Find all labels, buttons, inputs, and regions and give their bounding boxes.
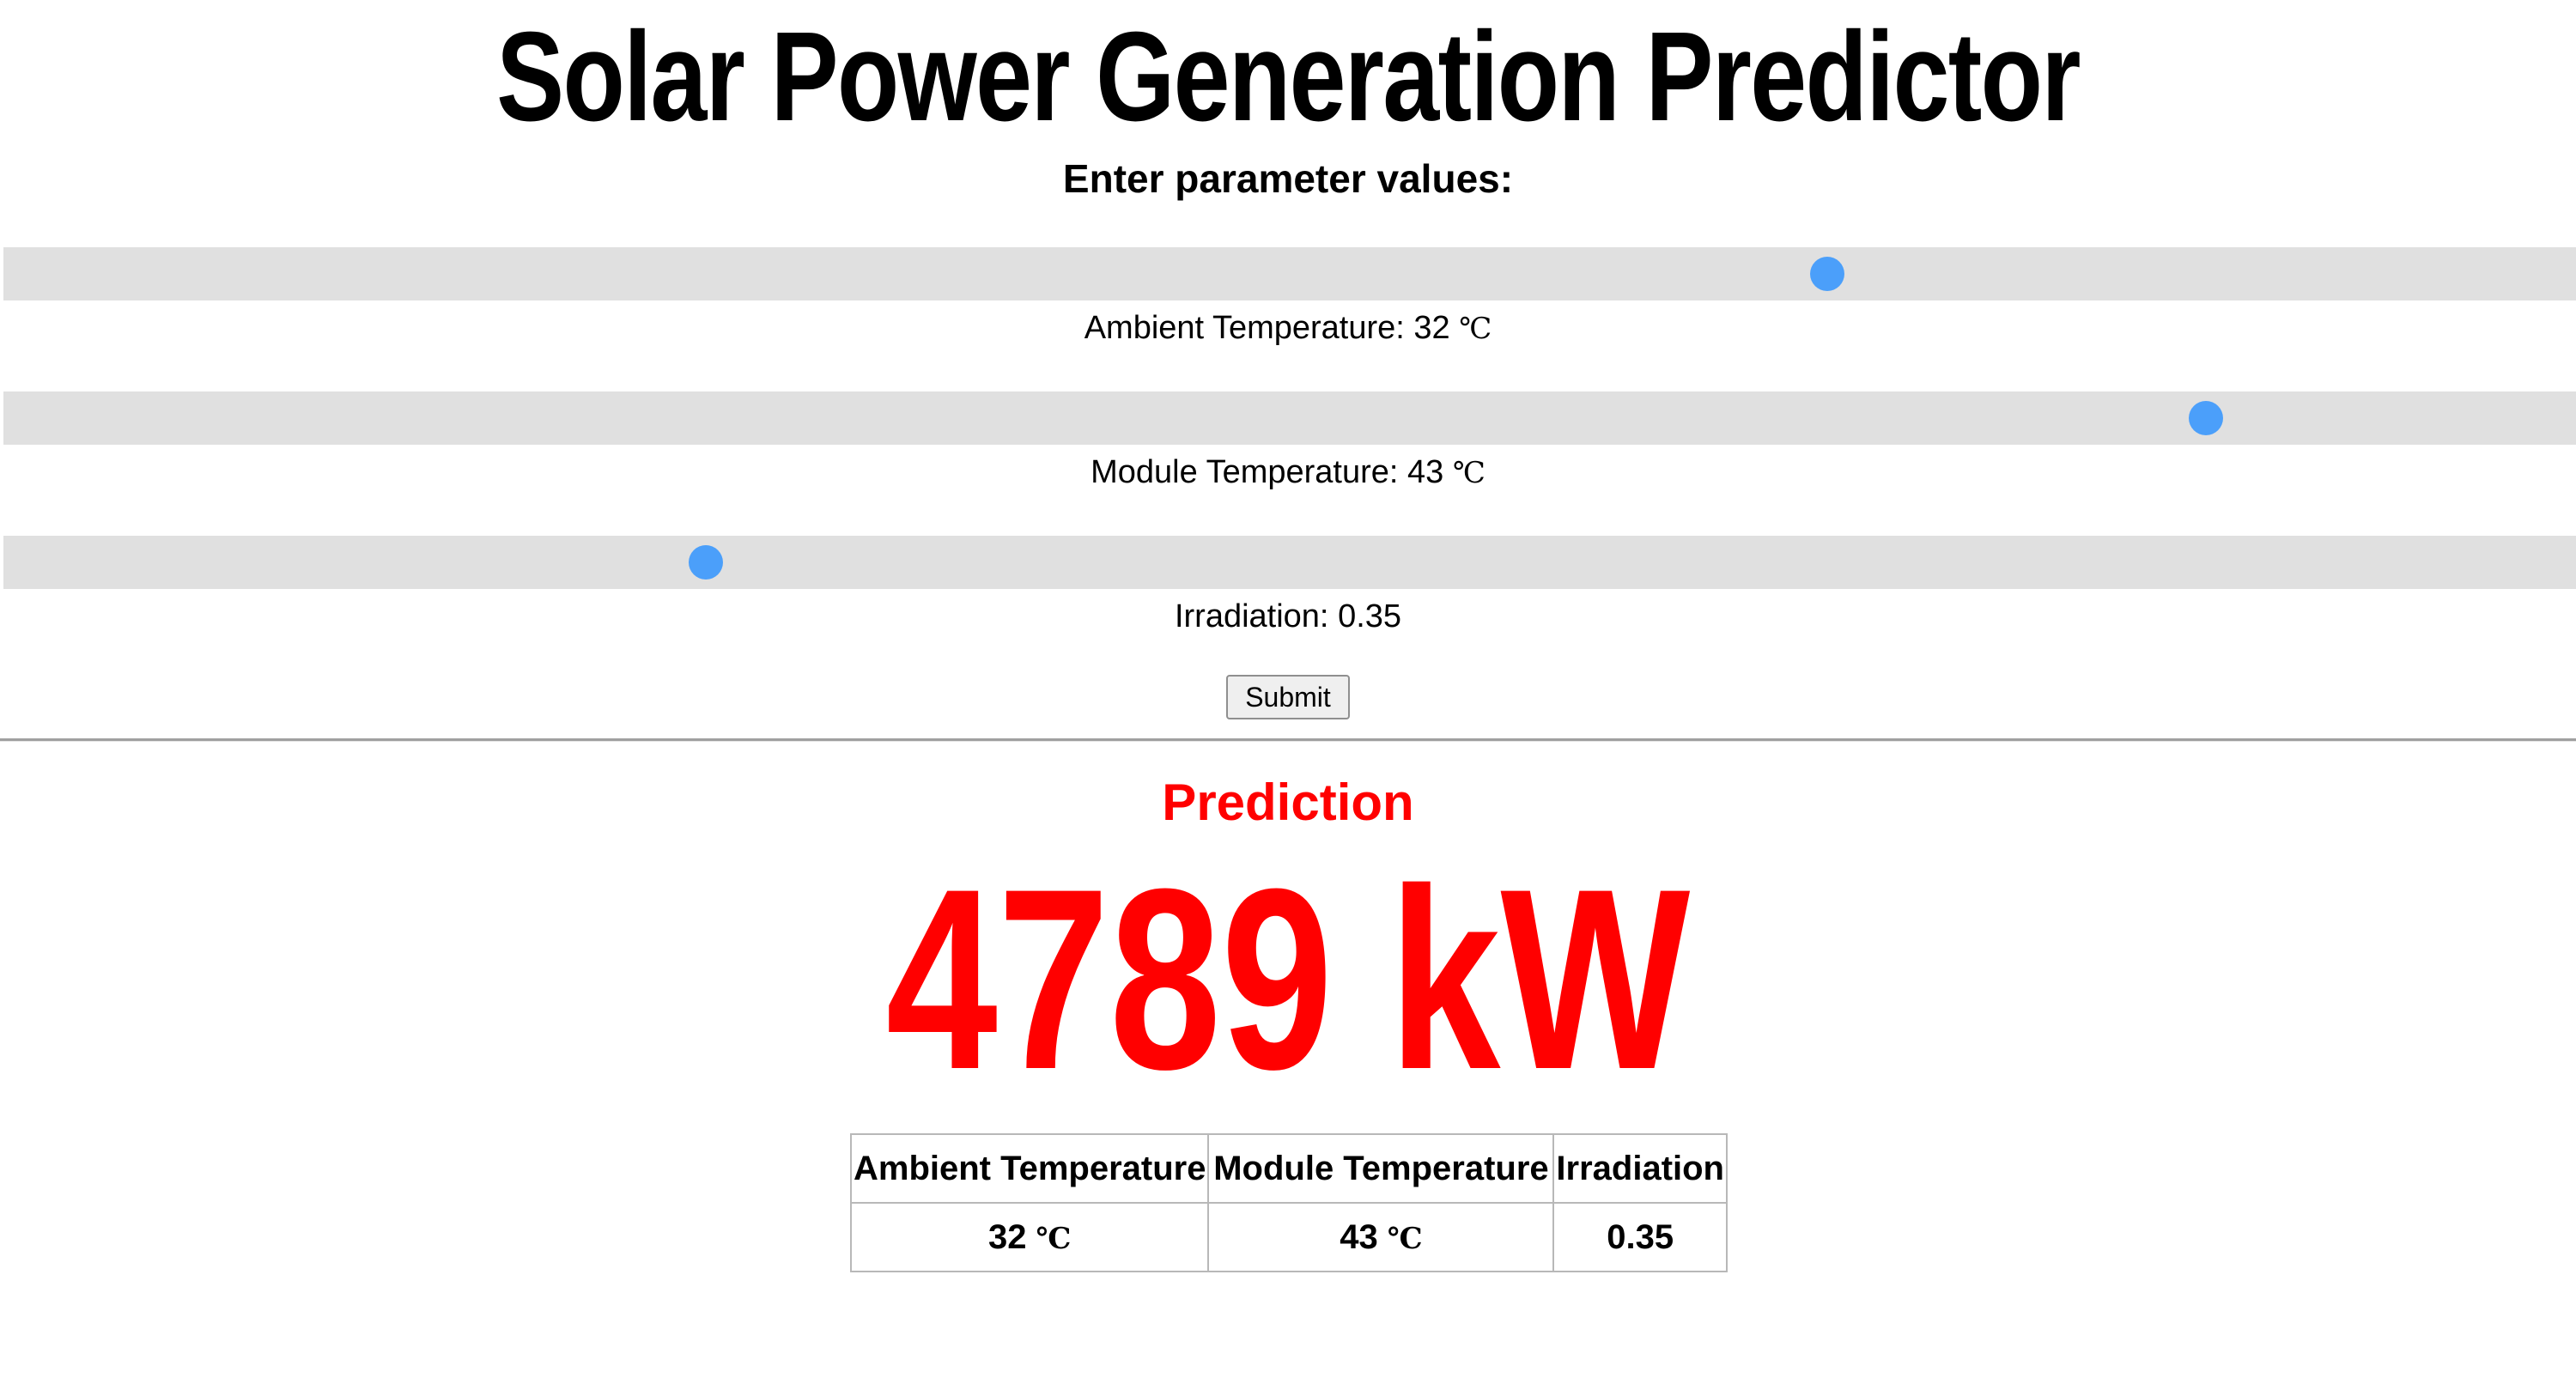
irradiation-slider-thumb[interactable] bbox=[688, 545, 723, 580]
ambient-temperature-slider-thumb[interactable] bbox=[1810, 257, 1845, 291]
summary-table: Ambient Temperature Module Temperature I… bbox=[849, 1133, 1728, 1272]
table-module-value: 43 bbox=[1340, 1217, 1378, 1256]
module-temperature-slider[interactable] bbox=[3, 391, 2576, 445]
ambient-temperature-label-text: Ambient Temperature: bbox=[1084, 310, 1405, 346]
page-title: Solar Power Generation Predictor bbox=[496, 6, 2081, 148]
table-cell-irradiation: 0.35 bbox=[1552, 1202, 1728, 1272]
ambient-temperature-slider[interactable] bbox=[3, 247, 2576, 300]
table-row: 32 ℃ 43 ℃ 0.35 bbox=[849, 1202, 1728, 1272]
irradiation-slider[interactable] bbox=[3, 536, 2576, 589]
table-header-ambient-temperature: Ambient Temperature bbox=[849, 1133, 1210, 1204]
table-cell-ambient-temperature: 32 ℃ bbox=[849, 1202, 1210, 1272]
prediction-value: 4789 kW bbox=[885, 835, 1691, 1123]
irradiation-label-text: Irradiation: bbox=[1174, 598, 1329, 634]
module-temperature-unit: ℃ bbox=[1452, 456, 1485, 490]
module-temperature-label-text: Module Temperature: bbox=[1091, 454, 1399, 490]
table-ambient-unit: ℃ bbox=[1036, 1221, 1072, 1256]
ambient-temperature-unit: ℃ bbox=[1459, 312, 1492, 346]
ambient-temperature-label: Ambient Temperature: 32 ℃ bbox=[0, 307, 2576, 349]
table-ambient-value: 32 bbox=[988, 1217, 1027, 1256]
table-module-unit: ℃ bbox=[1387, 1221, 1423, 1256]
divider bbox=[0, 738, 2576, 742]
module-temperature-slider-thumb[interactable] bbox=[2188, 401, 2223, 435]
module-temperature-value: 43 bbox=[1407, 454, 1444, 490]
ambient-temperature-value: 32 bbox=[1413, 310, 1450, 346]
table-header-irradiation: Irradiation bbox=[1552, 1133, 1728, 1204]
module-temperature-label: Module Temperature: 43 ℃ bbox=[0, 452, 2576, 494]
prediction-heading: Prediction bbox=[1162, 774, 1414, 831]
table-cell-module-temperature: 43 ℃ bbox=[1207, 1202, 1555, 1272]
irradiation-label: Irradiation: 0.35 bbox=[0, 596, 2576, 637]
irradiation-value: 0.35 bbox=[1338, 598, 1402, 634]
table-header-module-temperature: Module Temperature bbox=[1207, 1133, 1555, 1204]
submit-button[interactable]: Submit bbox=[1226, 675, 1350, 719]
table-header-row: Ambient Temperature Module Temperature I… bbox=[849, 1133, 1728, 1204]
form-subtitle: Enter parameter values: bbox=[1062, 156, 1514, 201]
